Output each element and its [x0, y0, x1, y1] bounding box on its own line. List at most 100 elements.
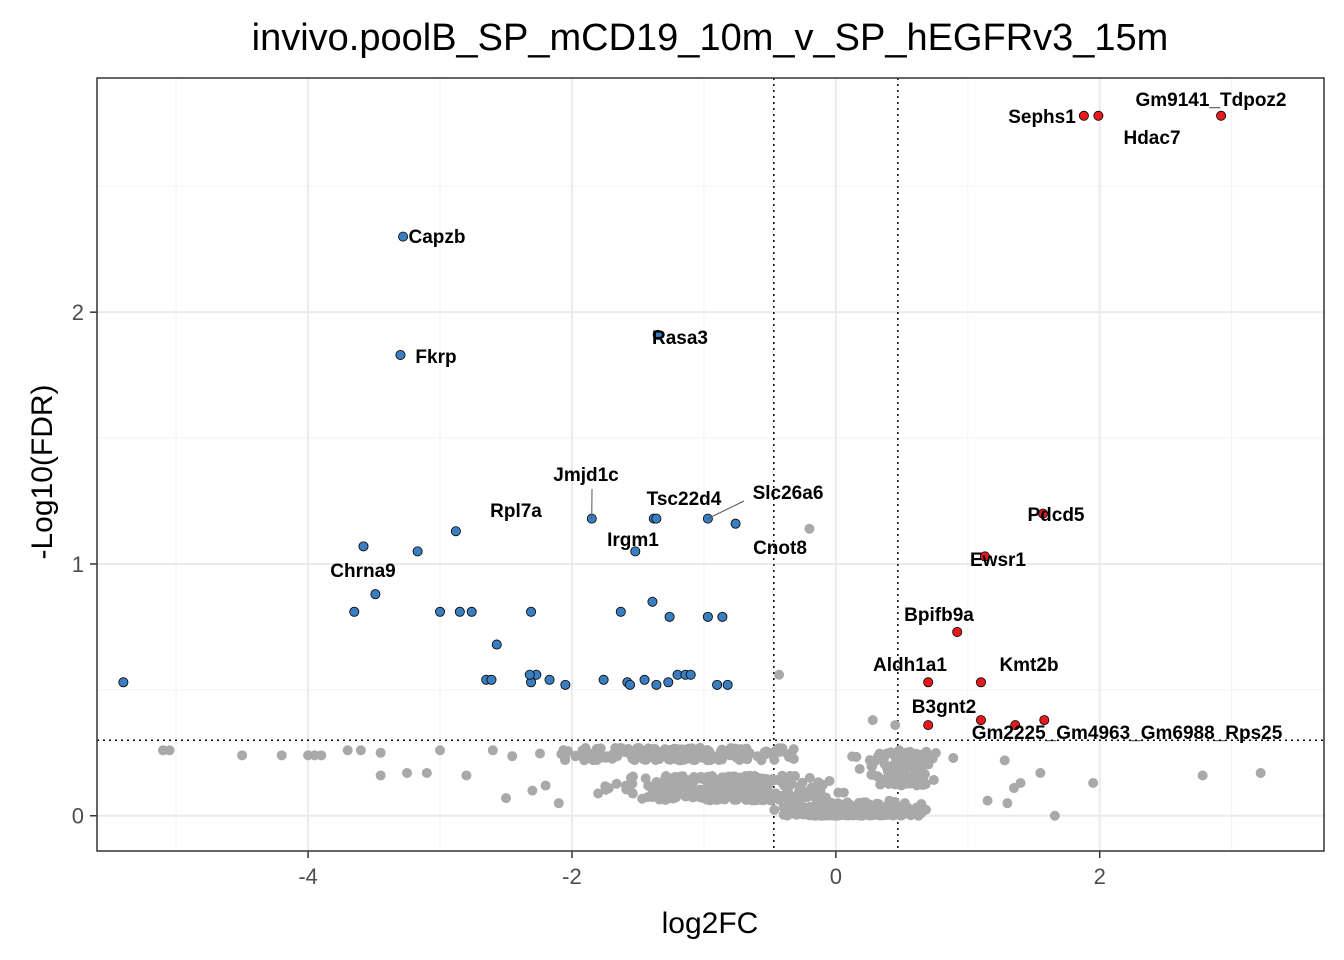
down-point [526, 606, 537, 617]
down-point [544, 674, 555, 685]
ns-point [779, 780, 790, 791]
ns-point [611, 778, 622, 789]
gene-label: Gm9141_Tdpoz2 [1136, 90, 1287, 111]
ns-point [930, 747, 941, 758]
significant-points [118, 110, 1227, 731]
ns-point [164, 745, 175, 756]
ns-point [792, 792, 803, 803]
ns-point [600, 784, 611, 795]
ns-point [802, 792, 813, 803]
ns-point [1035, 767, 1046, 778]
gene-label: Irgm1 [607, 530, 659, 551]
ns-point [770, 788, 781, 799]
ns-point [728, 778, 739, 789]
ns-point [688, 777, 699, 788]
gene-label: Gm2225_Gm4963_Gm6988_Rps25 [972, 723, 1283, 744]
ns-point [660, 744, 671, 755]
ns-point [752, 790, 763, 801]
up-point [1010, 720, 1021, 731]
ns-point [921, 746, 932, 757]
ns-point [501, 793, 511, 804]
leader-line [707, 500, 745, 520]
gene-label: Tsc22d4 [647, 489, 722, 510]
ns-point [342, 745, 353, 756]
down-point [685, 669, 696, 680]
ns-point [795, 808, 806, 819]
ns-point [680, 745, 691, 756]
x-axis-title: log2FC [662, 907, 759, 940]
ns-point [562, 746, 573, 757]
ns-point [774, 747, 785, 758]
ns-point [999, 755, 1010, 766]
ns-point [553, 798, 564, 809]
ns-point [689, 786, 700, 797]
plot-area [97, 78, 1324, 851]
ns-point [786, 747, 797, 758]
down-point [370, 589, 381, 600]
x-tick-label: -2 [562, 864, 582, 889]
down-point [615, 606, 626, 617]
gene-label: Sephs1 [1008, 107, 1076, 128]
ns-point [641, 752, 652, 763]
x-tick-label: -4 [298, 864, 318, 889]
ns-point [673, 750, 684, 761]
ns-point [375, 747, 386, 758]
ns-point [797, 777, 808, 788]
down-point [663, 677, 674, 688]
ns-point [982, 795, 993, 806]
ns-point [670, 771, 681, 782]
down-point [598, 674, 609, 685]
ns-point [847, 751, 858, 762]
ns-point [1049, 810, 1060, 821]
ns-point [886, 768, 897, 779]
ns-point [355, 745, 366, 756]
x-axis: -4 -2 0 2 [298, 851, 1106, 889]
non-significant-points [157, 523, 1266, 821]
ns-point [534, 748, 545, 759]
gene-label: Rpl7a [490, 501, 542, 522]
ns-point [743, 750, 754, 761]
ns-point [920, 804, 931, 815]
x-tick-label: 0 [830, 864, 842, 889]
ns-point [872, 751, 883, 762]
gene-label: Pdcd5 [1027, 505, 1084, 526]
ns-point [774, 669, 785, 680]
ns-point [762, 782, 773, 793]
down-point [412, 546, 423, 557]
ns-point [316, 750, 327, 761]
down-point [349, 606, 360, 617]
ns-point [737, 791, 748, 802]
ns-point [901, 763, 912, 774]
ns-point [759, 747, 770, 758]
up-point [1039, 715, 1050, 726]
threshold-lines [97, 78, 1324, 851]
ns-point [881, 748, 892, 759]
ns-point [643, 780, 654, 791]
up-point [923, 720, 934, 731]
chart-title: invivo.poolB_SP_mCD19_10m_v_SP_hEGFRv3_1… [252, 17, 1169, 59]
gene-label: Aldh1a1 [873, 655, 947, 676]
down-point [647, 596, 658, 607]
ns-point [894, 745, 905, 756]
ns-point [421, 767, 432, 778]
ns-point [627, 747, 638, 758]
ns-point [402, 767, 413, 778]
gene-label: Cnot8 [753, 538, 807, 559]
ns-point [804, 807, 815, 818]
ns-point [867, 715, 878, 726]
up-point [1093, 110, 1104, 121]
ns-point [817, 779, 828, 790]
y-tick-label: 2 [72, 300, 84, 325]
down-point [651, 513, 662, 524]
label-leader-lines [591, 488, 745, 520]
down-point [722, 679, 733, 690]
ns-point [570, 750, 581, 761]
gene-labels: Sephs1 Gm9141_Tdpoz2 Hdac7 Capzb Fkrp Rasa3 Jm… [330, 90, 1286, 744]
gene-label: Ewsr1 [970, 550, 1026, 571]
ns-point [674, 780, 685, 791]
plot-frame [96, 77, 1325, 852]
down-point [639, 674, 650, 685]
down-point [524, 669, 535, 680]
ns-point [588, 755, 599, 766]
